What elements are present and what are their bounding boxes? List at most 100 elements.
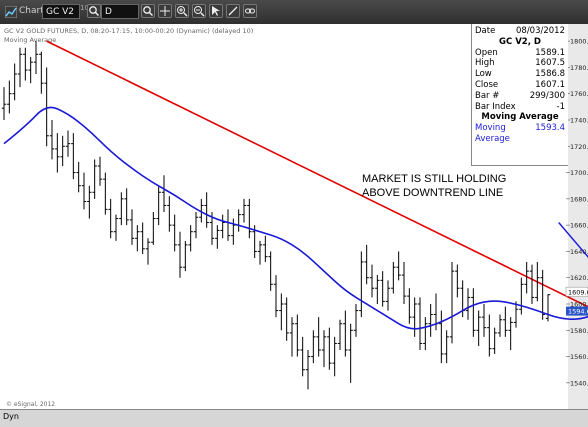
ohlc-bar bbox=[412, 297, 417, 337]
info-row: Open 1589.1 bbox=[475, 48, 565, 59]
info-row-value: 1589.1 bbox=[535, 47, 565, 58]
ohlc-bar bbox=[172, 214, 177, 252]
ohlc-bar bbox=[92, 159, 97, 199]
chart-header-line2: Moving Average bbox=[4, 36, 56, 44]
ohlc-bar bbox=[545, 294, 551, 322]
info-row-value: 1607.5 bbox=[535, 58, 565, 69]
info-ma-label: Moving Average bbox=[475, 123, 510, 144]
y-tick-label: 1580.00 bbox=[570, 327, 588, 335]
zoom-in-button[interactable] bbox=[175, 4, 189, 18]
ohlc-bar bbox=[337, 319, 343, 350]
ohlc-bar bbox=[417, 297, 423, 350]
title-bar: Chart GC V2 10 D bbox=[0, 0, 588, 25]
ohlc-bar bbox=[273, 275, 279, 318]
ohlc-bar bbox=[343, 310, 348, 357]
ohlc-bar bbox=[289, 317, 295, 357]
ohlc-bar bbox=[87, 185, 92, 219]
chart-header-line1: GC V2 GOLD FUTURES, D, 08:20-17:15, 10:0… bbox=[4, 27, 253, 35]
info-ma-title: Moving Average bbox=[481, 112, 559, 123]
dyn-label[interactable]: Dyn bbox=[3, 412, 19, 421]
interval-input[interactable]: D bbox=[101, 4, 139, 19]
ohlc-bar bbox=[204, 192, 209, 228]
y-tick-label: 1740.00 bbox=[570, 117, 588, 125]
ohlc-bar bbox=[81, 172, 87, 210]
info-row-value: 299/300 bbox=[529, 90, 565, 101]
link-button[interactable] bbox=[243, 4, 257, 18]
ohlc-bar bbox=[257, 240, 263, 265]
y-tick-label: 1560.00 bbox=[570, 353, 588, 361]
ohlc-bar bbox=[503, 306, 508, 337]
ohlc-bar bbox=[65, 130, 71, 157]
ohlc-bar bbox=[471, 288, 476, 337]
ohlc-bar bbox=[327, 327, 332, 370]
info-row: Close 1607.1 bbox=[475, 80, 565, 91]
ohlc-bar bbox=[161, 175, 167, 212]
cursor-mode-button[interactable] bbox=[209, 4, 223, 18]
y-tick-label: 1640.00 bbox=[570, 248, 588, 256]
last-price-box bbox=[565, 286, 588, 297]
ohlc-bar bbox=[97, 156, 103, 186]
info-row: Low 1586.8 bbox=[475, 69, 565, 80]
info-row-label: High bbox=[475, 58, 495, 69]
ohlc-bar bbox=[348, 323, 353, 383]
ohlc-bar bbox=[439, 310, 444, 364]
ohlc-bar bbox=[247, 198, 252, 239]
ohlc-bar bbox=[17, 47, 23, 88]
ohlc-bar bbox=[145, 238, 151, 265]
ohlc-bar bbox=[444, 330, 449, 364]
crosshair-button[interactable] bbox=[158, 4, 172, 18]
ohlc-bar bbox=[140, 222, 145, 255]
info-row-label: Low bbox=[475, 69, 492, 80]
ohlc-bar bbox=[492, 327, 497, 354]
info-row: Bar # 299/300 bbox=[475, 91, 565, 102]
ohlc-bar bbox=[332, 336, 337, 377]
info-date-label: Date bbox=[475, 26, 496, 36]
info-row-label: Close bbox=[475, 79, 499, 90]
ohlc-bar bbox=[497, 314, 503, 337]
symbol-search-button[interactable] bbox=[87, 4, 101, 18]
ohlc-bar bbox=[391, 261, 396, 294]
symbol-delay-badge: 10 bbox=[80, 4, 89, 12]
window-title: Chart bbox=[19, 6, 44, 16]
link-icon bbox=[245, 8, 255, 14]
ohlc-bar bbox=[49, 120, 55, 160]
zoom-out-button[interactable] bbox=[192, 4, 206, 18]
ohlc-bar bbox=[481, 304, 487, 337]
info-date-row: Date 08/03/2012 bbox=[475, 26, 565, 37]
y-tick-label: 1680.00 bbox=[570, 195, 588, 203]
info-ma-value: 1593.4 bbox=[535, 123, 565, 134]
ohlc-bar bbox=[71, 133, 76, 180]
ohlc-bar bbox=[268, 251, 273, 291]
ohlc-bar bbox=[540, 269, 545, 320]
info-row-label: Open bbox=[475, 47, 498, 58]
ohlc-bar bbox=[129, 209, 135, 245]
ohlc-bar bbox=[305, 350, 311, 390]
ohlc-bar bbox=[177, 231, 183, 278]
ohlc-bar bbox=[108, 198, 113, 239]
draw-line-button[interactable] bbox=[226, 4, 240, 18]
ohlc-bar bbox=[300, 336, 305, 377]
time-axis-bar: Dyn bbox=[0, 409, 588, 427]
y-tick-label: 1620.00 bbox=[570, 274, 588, 282]
ohlc-bar bbox=[279, 293, 284, 331]
symbol-input[interactable]: GC V2 bbox=[42, 4, 80, 19]
zoom-in-icon bbox=[177, 6, 188, 17]
ohlc-bar bbox=[183, 240, 188, 272]
ohlc-bar bbox=[263, 235, 268, 262]
ohlc-bar bbox=[119, 192, 124, 226]
search-icon bbox=[89, 6, 100, 17]
ohlc-bar bbox=[225, 209, 231, 241]
info-row-label: Bar # bbox=[475, 90, 500, 101]
info-row-value: -1 bbox=[556, 101, 565, 112]
ohlc-bar bbox=[7, 80, 12, 114]
annotation-line1: MARKET IS STILL HOLDING bbox=[362, 173, 506, 185]
ohlc-bar bbox=[231, 218, 236, 245]
interval-search-button[interactable] bbox=[141, 4, 155, 18]
y-tick-label: 1760.00 bbox=[570, 90, 588, 98]
ma-price-box bbox=[566, 306, 588, 316]
ohlc-bar bbox=[449, 261, 455, 344]
ohlc-bar bbox=[151, 212, 156, 245]
ohlc-bar bbox=[311, 330, 316, 364]
ohlc-bar bbox=[385, 280, 391, 311]
